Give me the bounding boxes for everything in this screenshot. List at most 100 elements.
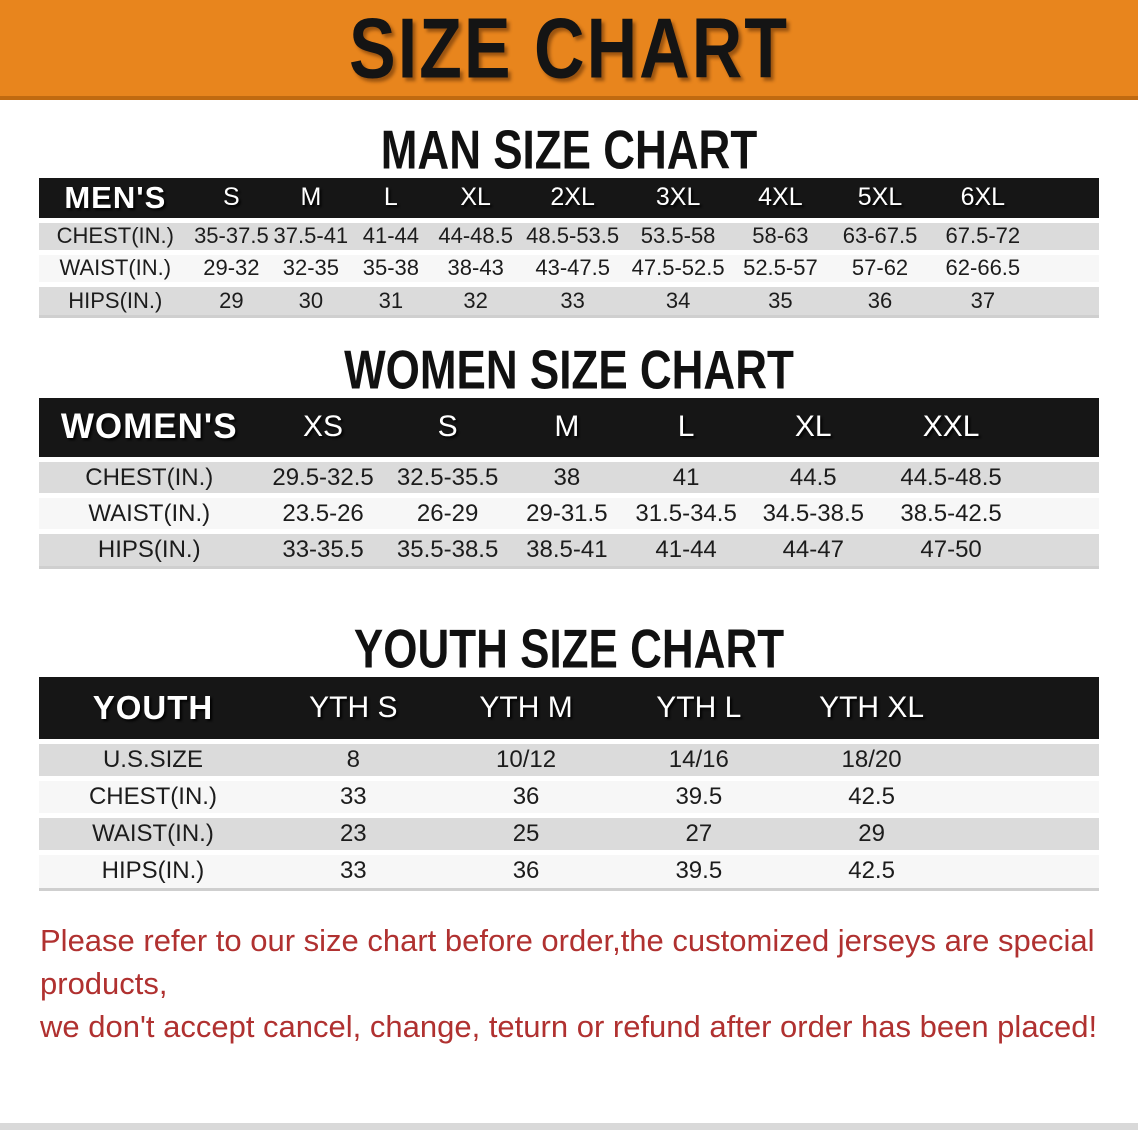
- size-cell: 67.5-72: [930, 217, 1036, 252]
- youth-size-table: YOUTH YTH S YTH M YTH L YTH XL U.S.SIZE …: [39, 677, 1099, 891]
- mens-size-s: S: [191, 178, 272, 220]
- size-cell: 37.5-41: [271, 217, 351, 252]
- size-cell: 10/12: [439, 738, 613, 778]
- size-cell: 41: [625, 457, 748, 496]
- womens-size-xs: XS: [259, 397, 387, 460]
- size-cell: 42.5: [785, 775, 958, 815]
- size-cell: 63-67.5: [829, 217, 931, 252]
- youth-size-xl: YTH XL: [785, 677, 958, 741]
- row-label: HIPS(IN.): [39, 529, 260, 569]
- size-cell: 39.5: [612, 849, 786, 891]
- youth-chest-row: CHEST(IN.) 33 36 39.5 42.5: [39, 775, 1099, 815]
- size-cell: 29-31.5: [508, 493, 626, 532]
- spacer-cell: [957, 775, 1099, 815]
- size-cell: 62-66.5: [930, 249, 1036, 284]
- disclaimer-line-2: we don't accept cancel, change, teturn o…: [40, 1008, 1098, 1044]
- row-label: HIPS(IN.): [39, 281, 192, 318]
- size-cell: 38.5-42.5: [879, 493, 1023, 532]
- size-cell: 41-44: [350, 217, 432, 252]
- row-label: WAIST(IN.): [39, 493, 260, 532]
- size-cell: 37: [930, 281, 1036, 318]
- size-cell: 35: [731, 281, 830, 318]
- mens-hips-row: HIPS(IN.) 29 30 31 32 33 34 35 36 37: [39, 281, 1099, 318]
- size-cell: 23: [266, 812, 440, 852]
- size-cell: 47-50: [879, 529, 1023, 569]
- youth-heading-text: YOUTH SIZE CHART: [353, 618, 785, 680]
- mens-size-m: M: [271, 178, 351, 220]
- womens-waist-row: WAIST(IN.) 23.5-26 26-29 29-31.5 31.5-34…: [39, 493, 1099, 532]
- banner-title: SIZE CHART: [349, 0, 789, 96]
- spacer-cell: [1022, 397, 1099, 460]
- mens-header-label: MEN'S: [39, 178, 192, 220]
- spacer-cell: [1035, 217, 1099, 252]
- spacer-cell: [1022, 457, 1099, 496]
- size-cell: 32: [431, 281, 521, 318]
- womens-header-row: WOMEN'S XS S M L XL XXL: [39, 397, 1099, 460]
- size-cell: 32-35: [271, 249, 351, 284]
- youth-size-m: YTH M: [439, 677, 613, 741]
- disclaimer-line-1: Please refer to our size chart before or…: [40, 922, 1095, 1001]
- size-cell: 53.5-58: [625, 217, 732, 252]
- size-cell: 33: [520, 281, 626, 318]
- row-label: HIPS(IN.): [39, 849, 267, 891]
- womens-size-s: S: [386, 397, 509, 460]
- youth-header-label: YOUTH: [39, 677, 267, 741]
- size-cell: 14/16: [612, 738, 786, 778]
- size-cell: 48.5-53.5: [520, 217, 626, 252]
- youth-ussize-row: U.S.SIZE 8 10/12 14/16 18/20: [39, 738, 1099, 778]
- mens-size-4xl: 4XL: [731, 178, 830, 220]
- womens-header-label: WOMEN'S: [39, 397, 260, 460]
- size-cell: 58-63: [731, 217, 830, 252]
- size-cell: 35-37.5: [191, 217, 272, 252]
- size-cell: 44-48.5: [431, 217, 521, 252]
- spacer-cell: [957, 812, 1099, 852]
- size-cell: 35-38: [350, 249, 432, 284]
- youth-size-l: YTH L: [612, 677, 786, 741]
- mens-size-table: MEN'S S M L XL 2XL 3XL 4XL 5XL 6XL CHEST…: [39, 178, 1099, 318]
- size-cell: 57-62: [829, 249, 931, 284]
- youth-size-s: YTH S: [266, 677, 440, 741]
- size-cell: 29: [785, 812, 958, 852]
- spacer-cell: [1035, 178, 1099, 220]
- mens-header-row: MEN'S S M L XL 2XL 3XL 4XL 5XL 6XL: [39, 178, 1099, 220]
- size-cell: 47.5-52.5: [625, 249, 732, 284]
- size-cell: 38: [508, 457, 626, 496]
- size-cell: 36: [439, 775, 613, 815]
- size-cell: 34.5-38.5: [747, 493, 880, 532]
- size-cell: 44.5: [747, 457, 880, 496]
- spacer-cell: [1022, 529, 1099, 569]
- row-label: WAIST(IN.): [39, 249, 192, 284]
- womens-size-xl: XL: [747, 397, 880, 460]
- spacer-cell: [957, 738, 1099, 778]
- row-label: U.S.SIZE: [39, 738, 267, 778]
- mens-waist-row: WAIST(IN.) 29-32 32-35 35-38 38-43 43-47…: [39, 249, 1099, 284]
- man-section-heading: MAN SIZE CHART: [0, 120, 1138, 181]
- size-cell: 31: [350, 281, 432, 318]
- womens-size-m: M: [508, 397, 626, 460]
- bottom-divider-bar: [0, 1123, 1138, 1130]
- mens-chest-row: CHEST(IN.) 35-37.5 37.5-41 41-44 44-48.5…: [39, 217, 1099, 252]
- row-label: CHEST(IN.): [39, 217, 192, 252]
- size-cell: 44-47: [747, 529, 880, 569]
- size-cell: 33: [266, 775, 440, 815]
- youth-waist-row: WAIST(IN.) 23 25 27 29: [39, 812, 1099, 852]
- size-cell: 23.5-26: [259, 493, 387, 532]
- size-cell: 26-29: [386, 493, 509, 532]
- size-cell: 36: [439, 849, 613, 891]
- size-cell: 43-47.5: [520, 249, 626, 284]
- size-cell: 52.5-57: [731, 249, 830, 284]
- size-cell: 38.5-41: [508, 529, 626, 569]
- size-cell: 29.5-32.5: [259, 457, 387, 496]
- size-cell: 30: [271, 281, 351, 318]
- size-cell: 41-44: [625, 529, 748, 569]
- womens-size-l: L: [625, 397, 748, 460]
- size-cell: 29-32: [191, 249, 272, 284]
- size-cell: 34: [625, 281, 732, 318]
- row-label: WAIST(IN.): [39, 812, 267, 852]
- womens-size-xxl: XXL: [879, 397, 1023, 460]
- size-cell: 8: [266, 738, 440, 778]
- size-cell: 33-35.5: [259, 529, 387, 569]
- size-cell: 39.5: [612, 775, 786, 815]
- size-cell: 29: [191, 281, 272, 318]
- size-cell: 25: [439, 812, 613, 852]
